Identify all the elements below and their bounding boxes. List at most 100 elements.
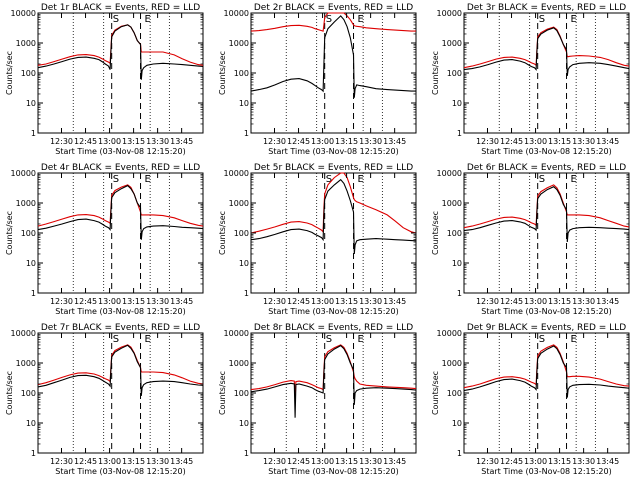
y-axis-label: Counts/sec: [218, 211, 227, 255]
marker-start: S: [539, 334, 545, 345]
series-line-events: [37, 184, 204, 240]
y-tick-label: 1: [457, 129, 462, 138]
plot-frame: [37, 172, 204, 294]
y-axis-label: Counts/sec: [431, 51, 440, 95]
y-tick-label: 1: [31, 449, 36, 458]
y-tick-label: 1000: [442, 359, 462, 368]
marker-start: S: [113, 14, 119, 25]
x-tick-label: 12:30: [476, 457, 499, 466]
x-tick-label: 13:15: [335, 137, 358, 146]
panel-title: Det 1r BLACK = Events, RED = LLD: [41, 3, 200, 13]
y-tick-label: 1: [31, 289, 36, 298]
y-tick-label: 1000: [229, 199, 249, 208]
x-tick-label: 12:45: [74, 137, 97, 146]
x-tick-label: 13:15: [122, 297, 145, 306]
x-tick-label: 12:30: [50, 457, 73, 466]
marker-end: E: [358, 14, 364, 25]
y-tick-label: 1000: [16, 199, 36, 208]
y-tick-label: 10: [452, 419, 462, 428]
y-tick-label: 10: [239, 419, 249, 428]
y-tick-label: 100: [447, 69, 462, 78]
y-tick-label: 1: [244, 129, 249, 138]
y-tick-label: 1000: [16, 359, 36, 368]
y-axis-label: Counts/sec: [431, 211, 440, 255]
marker-end: E: [571, 174, 577, 185]
y-tick-label: 10: [26, 259, 36, 268]
x-tick-label: 12:30: [263, 457, 286, 466]
x-tick-label: 13:00: [98, 137, 121, 146]
x-tick-label: 13:00: [98, 297, 121, 306]
y-tick-label: 10000: [437, 329, 462, 338]
series-line-events: [463, 345, 630, 398]
x-axis-label: Start Time (03-Nov-08 12:15:20): [268, 307, 398, 316]
y-tick-label: 10000: [224, 329, 249, 338]
y-tick-label: 100: [234, 229, 249, 238]
x-tick-label: 13:30: [146, 457, 169, 466]
series-line-lld: [37, 24, 204, 66]
plot-frame: [250, 332, 417, 454]
plot-frame: [250, 172, 417, 294]
plot-frame: [37, 332, 204, 454]
y-tick-label: 100: [447, 229, 462, 238]
x-tick-label: 12:45: [500, 457, 523, 466]
series-line-lld: [250, 12, 416, 32]
x-tick-label: 12:30: [263, 297, 286, 306]
panel-title: Det 6r BLACK = Events, RED = LLD: [467, 163, 626, 173]
x-tick-label: 12:30: [50, 297, 73, 306]
x-tick-label: 13:30: [572, 137, 595, 146]
series-line-events: [250, 344, 417, 418]
y-axis-label: Counts/sec: [5, 51, 14, 95]
x-tick-label: 13:30: [359, 457, 382, 466]
series-line-lld: [37, 184, 204, 227]
y-axis-label: Counts/sec: [218, 371, 227, 415]
x-tick-label: 13:15: [335, 297, 358, 306]
panel-title: Det 7r BLACK = Events, RED = LLD: [41, 323, 200, 333]
y-tick-label: 100: [21, 229, 36, 238]
y-tick-label: 10000: [11, 329, 36, 338]
y-tick-label: 1: [457, 289, 462, 298]
x-tick-label: 13:30: [359, 297, 382, 306]
x-axis-label: Start Time (03-Nov-08 12:15:20): [481, 467, 611, 476]
marker-end: E: [358, 334, 364, 345]
y-tick-label: 1: [31, 129, 36, 138]
x-tick-label: 12:45: [287, 297, 310, 306]
x-tick-label: 12:45: [500, 297, 523, 306]
series-line-events: [250, 15, 416, 98]
x-tick-label: 13:45: [170, 297, 193, 306]
y-tick-label: 10: [452, 99, 462, 108]
x-tick-label: 13:00: [524, 137, 547, 146]
plot-frame: [463, 172, 630, 294]
y-tick-label: 1000: [16, 39, 36, 48]
y-tick-label: 10000: [224, 169, 249, 178]
marker-start: S: [326, 174, 332, 185]
x-tick-label: 13:15: [548, 297, 571, 306]
x-tick-label: 12:45: [500, 137, 523, 146]
x-axis-label: Start Time (03-Nov-08 12:15:20): [55, 307, 185, 316]
x-axis-label: Start Time (03-Nov-08 12:15:20): [55, 467, 185, 476]
y-tick-label: 100: [234, 69, 249, 78]
x-axis-label: Start Time (03-Nov-08 12:15:20): [55, 147, 185, 156]
x-tick-label: 13:15: [335, 457, 358, 466]
y-tick-label: 100: [21, 69, 36, 78]
plot-frame: [37, 12, 204, 134]
y-tick-label: 100: [447, 389, 462, 398]
x-tick-label: 13:30: [572, 297, 595, 306]
series-line-lld: [463, 184, 630, 229]
x-tick-label: 13:45: [596, 457, 619, 466]
marker-start: S: [326, 334, 332, 345]
x-tick-label: 13:45: [170, 137, 193, 146]
y-tick-label: 10: [239, 259, 249, 268]
plot-frame: [250, 12, 417, 134]
y-tick-label: 10000: [11, 9, 36, 18]
x-tick-label: 13:00: [524, 457, 547, 466]
series-line-lld: [250, 344, 417, 400]
y-tick-label: 1: [244, 449, 249, 458]
panel-title: Det 5r BLACK = Events, RED = LLD: [254, 163, 413, 173]
y-tick-label: 1: [457, 449, 462, 458]
x-tick-label: 13:00: [98, 457, 121, 466]
